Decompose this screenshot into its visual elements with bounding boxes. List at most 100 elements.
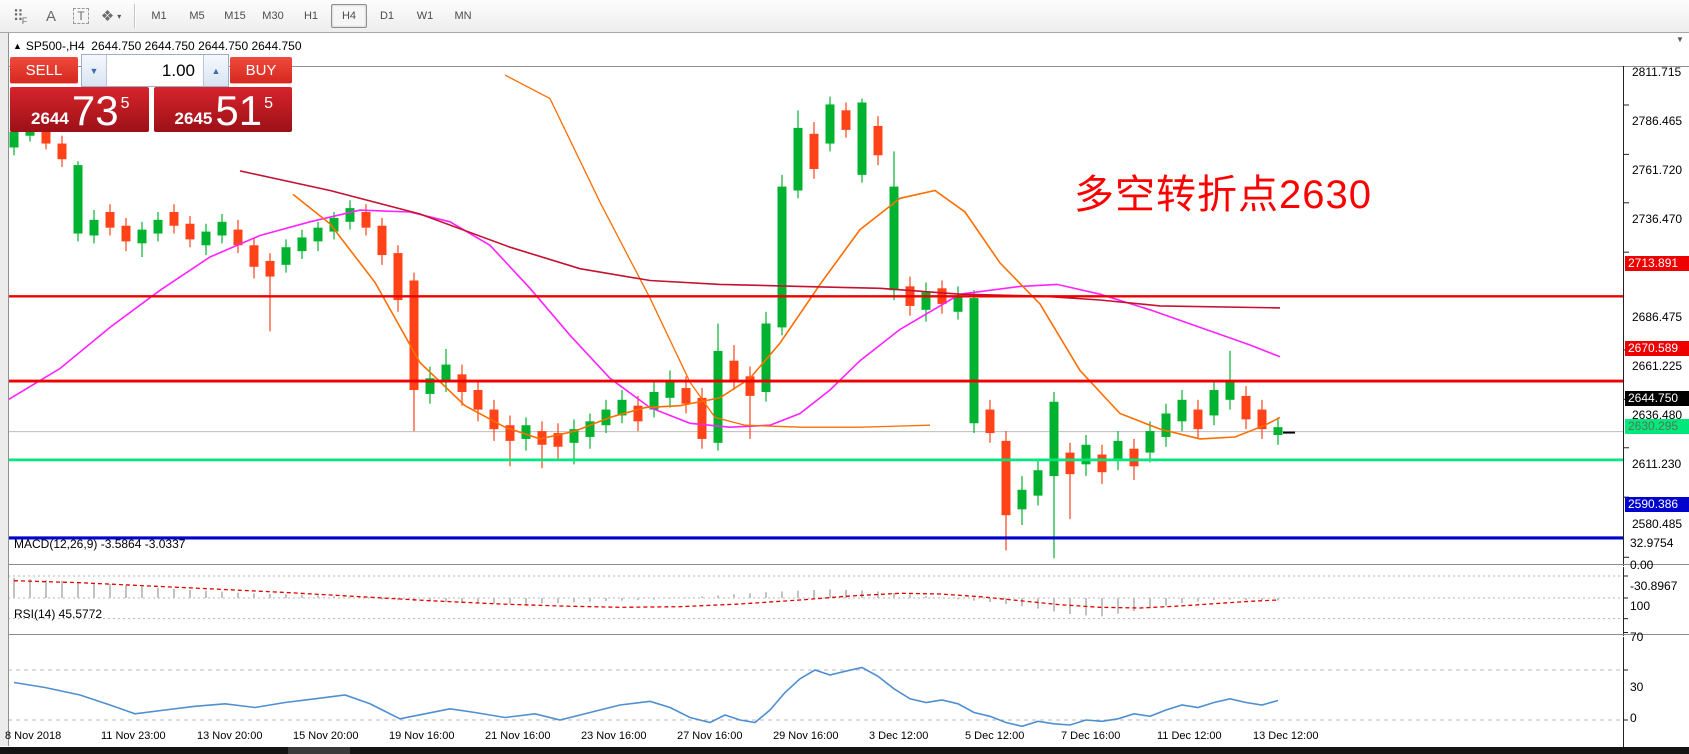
candle-body: [329, 217, 339, 232]
candle-body: [441, 364, 451, 383]
buy-button[interactable]: BUY: [230, 57, 292, 84]
candle-body: [297, 237, 307, 252]
candle-body: [233, 229, 243, 246]
date-label: 19 Nov 16:00: [389, 730, 455, 742]
chart-symbol-header: ▲ SP500-,H4 2644.750 2644.750 2644.750 26…: [13, 39, 302, 53]
volume-stepper: ▼ ▲: [81, 54, 229, 87]
date-label: 15 Nov 20:00: [293, 730, 359, 742]
candle-body: [1273, 427, 1283, 436]
candle-body: [201, 231, 211, 246]
candle-body: [425, 378, 435, 394]
price-tick-label: 2761.720: [1632, 162, 1683, 177]
window-left-edge: [0, 33, 9, 746]
drawing-tools-group: ⠿ F A T ❖ ▾: [0, 0, 126, 32]
ma-orange-fast: [292, 189, 1281, 440]
price-tag-2630.295: 2630.295: [1625, 419, 1689, 435]
indicator-grid-icon[interactable]: ⠿ F: [12, 8, 28, 26]
candle-body: [1049, 401, 1059, 477]
rsi-axis-label: 0: [1630, 711, 1637, 725]
candle-body: [73, 165, 83, 234]
candle-body: [185, 223, 195, 240]
timeframe-button-m30[interactable]: M30: [262, 10, 284, 22]
rsi-axis-label: 30: [1630, 680, 1644, 694]
candle-body: [153, 219, 163, 234]
volume-decrease-button[interactable]: ▼: [82, 55, 107, 86]
timeframe-button-mn[interactable]: MN: [454, 10, 472, 22]
candle-body: [473, 390, 483, 410]
candle-body: [249, 245, 259, 267]
price-tick-label: 2736.470: [1632, 212, 1683, 227]
candle-body: [313, 227, 323, 242]
collapse-arrow-icon[interactable]: ▲: [13, 41, 22, 51]
axis-scale-arrow-icon[interactable]: ▼: [1676, 35, 1684, 44]
date-label: 11 Dec 12:00: [1157, 730, 1222, 742]
candle-body: [1033, 470, 1043, 496]
candle-body: [1065, 452, 1075, 475]
sell-button[interactable]: SELL: [10, 57, 78, 84]
date-label: 11 Nov 23:00: [101, 730, 166, 742]
candle-body: [1209, 390, 1219, 416]
arrow-styles-icon[interactable]: ❖ ▾: [100, 8, 122, 25]
candle-body: [409, 280, 419, 391]
date-label: 7 Dec 16:00: [1061, 730, 1121, 742]
price-tag-2713.891: 2713.891: [1625, 255, 1689, 271]
candle-body: [89, 219, 99, 236]
sell-price-box[interactable]: 2644 73 5: [10, 87, 149, 132]
text-label-icon[interactable]: A: [45, 7, 56, 25]
date-label: 29 Nov 16:00: [773, 730, 839, 742]
timeframe-button-w1[interactable]: W1: [416, 10, 434, 22]
price-tick-label: 2580.485: [1632, 517, 1683, 532]
price-chart[interactable]: [0, 66, 1689, 754]
candle-body: [1097, 454, 1107, 473]
timeframe-button-d1[interactable]: D1: [379, 10, 395, 22]
rsi-label: RSI(14) 45.5772: [14, 607, 103, 621]
chart-window[interactable]: [0, 33, 1689, 754]
price-tick-label: 2786.465: [1632, 114, 1683, 129]
trade-prices-row: 2644 73 5 2645 51 5: [10, 87, 292, 132]
buy-price-main: 51: [215, 87, 263, 134]
volume-input[interactable]: [107, 55, 203, 86]
candle-body: [489, 409, 499, 430]
candle-body: [601, 409, 611, 426]
timeframe-button-m5[interactable]: M5: [189, 10, 205, 22]
date-label: 13 Dec 12:00: [1253, 730, 1319, 742]
text-box-icon[interactable]: T: [66, 4, 96, 28]
candle-body: [1081, 444, 1091, 465]
date-label: 13 Nov 20:00: [197, 730, 263, 742]
candle-body: [633, 405, 643, 422]
timeframe-button-h4[interactable]: H4: [331, 4, 367, 28]
timeframe-button-h1[interactable]: H1: [303, 10, 319, 22]
toolbar-separator: [134, 4, 135, 28]
price-tick-label: 2686.475: [1632, 309, 1683, 324]
candle-body: [665, 382, 675, 398]
candle-body: [553, 433, 563, 447]
candle-body: [1225, 380, 1235, 400]
candle-body: [281, 247, 291, 265]
timeframe-button-m1[interactable]: M1: [151, 10, 167, 22]
candle-body: [969, 298, 979, 424]
volume-increase-button[interactable]: ▲: [203, 55, 228, 86]
price-tick-label: 2811.715: [1632, 65, 1682, 79]
timeframe-button-m15[interactable]: M15: [224, 10, 246, 22]
candle-body: [265, 260, 275, 277]
price-tick-label: 2611.230: [1632, 457, 1682, 472]
candle-body: [9, 131, 19, 148]
buy-price-box[interactable]: 2645 51 5: [153, 87, 292, 134]
date-label: 3 Dec 12:00: [869, 730, 929, 742]
candle-body: [985, 409, 995, 434]
candles-group: [9, 96, 1283, 559]
timeframe-toolbar: M1 M5 M15 M30 H1 H4 D1 W1 MN: [141, 4, 481, 28]
ma-orange-steep: [504, 74, 931, 428]
candle-body: [457, 374, 467, 392]
chart-annotation-text: 多空转折点2630: [1074, 173, 1372, 217]
candle-body: [873, 125, 883, 156]
candle-body: [57, 143, 67, 160]
candle-body: [1241, 395, 1251, 420]
candle-body: [585, 421, 595, 437]
candle-body: [713, 350, 723, 443]
candle-body: [889, 186, 899, 291]
trade-controls-row: SELL ▼ ▲ BUY: [10, 54, 292, 87]
candle-body: [793, 127, 803, 191]
candle-body: [921, 292, 931, 310]
candle-body: [809, 133, 819, 169]
